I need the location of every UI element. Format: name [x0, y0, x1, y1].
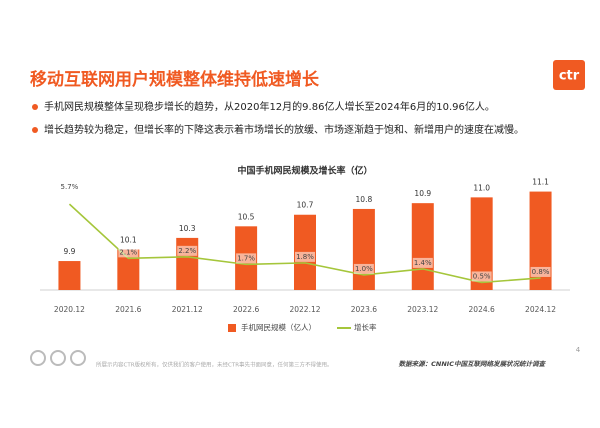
- x-tick-label: 2020.12: [54, 305, 85, 314]
- x-tick-label: 2024.12: [525, 305, 556, 314]
- bar: [529, 191, 552, 290]
- line-label-box: [353, 263, 374, 274]
- x-tick-label: 2023.6: [351, 305, 377, 314]
- x-tick-label: 2022.6: [233, 305, 259, 314]
- bar-label: 10.5: [238, 212, 255, 221]
- line-label: 0.5%: [473, 272, 491, 280]
- footer-note: 所展示内容CTR版权所有，仅供我们的客户使用，未经CTR事先书面同意，任何第三方…: [96, 361, 333, 369]
- x-tick-label: 2021.6: [115, 305, 141, 314]
- line-label: 2.1%: [119, 248, 137, 256]
- bullet: 增长趋势较为稳定，但增长率的下降这表示着市场增长的放缓、市场逐渐趋于饱和、新增用…: [44, 123, 524, 136]
- bar: [58, 261, 81, 290]
- legend-label: 手机网民规模（亿人）: [241, 322, 316, 332]
- bar-label: 11.1: [532, 178, 549, 187]
- bar: [352, 208, 375, 290]
- line-label-box: [59, 182, 80, 193]
- source: 数据来源：CNNIC中国互联网络发展状况统计调查: [399, 360, 547, 368]
- line-label: 1.4%: [414, 259, 432, 267]
- line-label: 1.7%: [237, 254, 255, 262]
- x-tick-label: 2023.12: [407, 305, 438, 314]
- line-label: 1.0%: [355, 265, 373, 273]
- bar-label: 11.0: [473, 183, 490, 192]
- bullet-dot: [32, 104, 38, 110]
- line-label-box: [118, 247, 139, 258]
- line: [68, 203, 541, 284]
- bullet-dot: [32, 127, 38, 133]
- line-label-box: [236, 253, 257, 264]
- x-tick-label: 2022.12: [289, 305, 320, 314]
- line-label-box: [412, 257, 433, 268]
- footer-icons: [30, 350, 86, 366]
- logo-box: [553, 60, 585, 90]
- line-label: 1.8%: [296, 253, 314, 261]
- line-label: 0.8%: [532, 268, 550, 276]
- line-label-box: [177, 245, 198, 256]
- legend-label: 增长率: [354, 322, 377, 332]
- x-tick-label: 2021.12: [172, 305, 203, 314]
- chart-title: 中国手机网民规模及增长率（亿）: [237, 165, 372, 177]
- logo: ctr: [559, 69, 580, 84]
- bar: [117, 249, 140, 290]
- bullet: 手机网民规模整体呈现稳步增长的趋势，从2020年12月的9.86亿人增长至202…: [44, 100, 495, 113]
- bar-label: 10.7: [297, 201, 314, 210]
- bar: [411, 203, 434, 290]
- line-label: 2.2%: [178, 247, 196, 255]
- line-label-box: [295, 251, 315, 262]
- bar: [176, 237, 199, 290]
- bar: [470, 197, 493, 290]
- page-number: 4: [576, 346, 581, 354]
- line-label: 5.7%: [61, 183, 79, 191]
- x-tick-label: 2024.6: [469, 305, 495, 314]
- bar-label: 10.8: [356, 195, 373, 204]
- bar-label: 10.9: [414, 189, 431, 198]
- line-label-box: [530, 266, 551, 277]
- bar-label: 10.3: [179, 224, 196, 233]
- slide-title: 移动互联网用户规模整体维持低速增长: [30, 69, 320, 90]
- legend-swatch: [228, 324, 236, 332]
- bar-label: 9.9: [63, 247, 75, 256]
- bar-label: 10.1: [120, 235, 137, 244]
- line-label-box: [471, 271, 492, 282]
